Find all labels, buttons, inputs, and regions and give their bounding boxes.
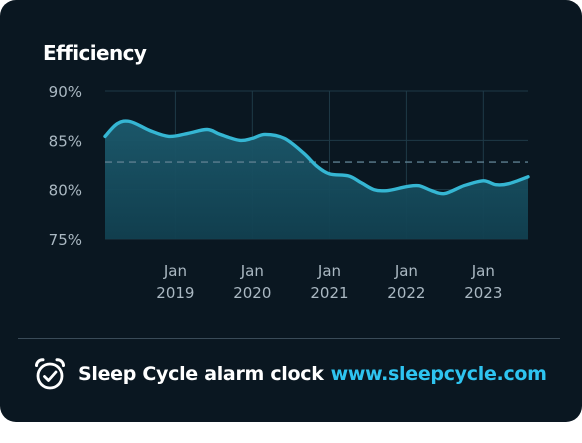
data-point-3 bbox=[148, 129, 151, 132]
data-point-23 bbox=[462, 184, 465, 187]
x-tick-month-2022: Jan bbox=[394, 262, 418, 280]
x-tick-year-2022: 2022 bbox=[387, 284, 425, 302]
data-point-10 bbox=[263, 133, 266, 136]
x-tick-year-2021: 2021 bbox=[310, 284, 348, 302]
data-point-26 bbox=[507, 182, 510, 185]
data-point-13 bbox=[315, 164, 318, 167]
data-point-0 bbox=[104, 135, 107, 138]
x-tick-year-2020: 2020 bbox=[233, 284, 271, 302]
efficiency-line bbox=[103, 119, 530, 196]
chart-card: Efficiency 90% 85% 80% 75% Jan 2019 Jan 2020 Jan… bbox=[0, 0, 582, 422]
x-tick-year-2023: 2023 bbox=[464, 284, 502, 302]
website-link[interactable]: www.sleepcycle.com bbox=[330, 363, 547, 385]
data-point-14 bbox=[328, 172, 331, 175]
y-tick-label-75: 75% bbox=[49, 231, 82, 249]
efficiency-chart: 90% 85% 80% 75% Jan 2019 Jan 2020 Jan 2021 Jan 2022… bbox=[49, 83, 530, 302]
data-point-5 bbox=[186, 132, 189, 135]
data-point-22 bbox=[443, 192, 446, 195]
data-point-24 bbox=[482, 179, 485, 182]
alarm-clock-check-icon bbox=[35, 358, 65, 390]
x-tick-month-2021: Jan bbox=[317, 262, 341, 280]
y-tick-label-85: 85% bbox=[49, 132, 82, 150]
data-point-17 bbox=[373, 188, 376, 191]
data-point-2 bbox=[129, 120, 132, 123]
data-point-16 bbox=[360, 181, 363, 184]
data-point-12 bbox=[302, 152, 305, 155]
data-point-18 bbox=[386, 189, 389, 192]
data-point-11 bbox=[283, 137, 286, 140]
chart-title: Efficiency bbox=[43, 41, 147, 65]
x-tick-month-2023: Jan bbox=[471, 262, 495, 280]
data-point-27 bbox=[527, 175, 530, 178]
data-point-9 bbox=[251, 137, 254, 140]
efficiency-area bbox=[105, 121, 528, 239]
y-tick-label-90: 90% bbox=[49, 83, 82, 101]
data-point-20 bbox=[417, 184, 420, 187]
data-point-25 bbox=[494, 183, 497, 186]
data-point-19 bbox=[405, 185, 408, 188]
footer: Sleep Cycle alarm clock www.sleepcycle.c… bbox=[32, 356, 547, 392]
brand-text: Sleep Cycle alarm clock bbox=[78, 363, 324, 385]
data-point-21 bbox=[430, 189, 433, 192]
data-point-8 bbox=[238, 139, 241, 142]
data-point-15 bbox=[347, 174, 350, 177]
footer-divider bbox=[18, 338, 560, 339]
data-point-4 bbox=[167, 135, 170, 138]
y-tick-label-80: 80% bbox=[49, 182, 82, 200]
x-tick-month-2019: Jan bbox=[163, 262, 187, 280]
data-point-1 bbox=[116, 122, 119, 125]
data-point-6 bbox=[206, 128, 209, 131]
data-point-7 bbox=[219, 133, 222, 136]
x-tick-month-2020: Jan bbox=[240, 262, 264, 280]
x-tick-year-2019: 2019 bbox=[156, 284, 194, 302]
